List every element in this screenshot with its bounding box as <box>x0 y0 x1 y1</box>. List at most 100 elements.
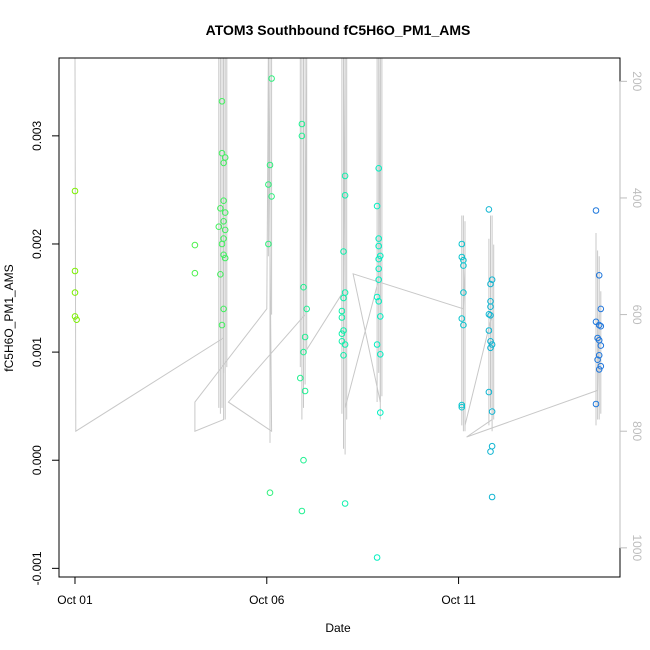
data-point <box>341 172 349 180</box>
data-point <box>217 271 224 278</box>
data-point <box>340 248 347 255</box>
data-point <box>592 400 600 408</box>
data-point <box>298 132 306 140</box>
data-point <box>220 218 227 225</box>
right-tick-label: 1000 <box>630 534 644 561</box>
y-axis-label: fC5H6O_PM1_AMS <box>2 264 16 371</box>
data-point <box>460 321 467 329</box>
data-point <box>300 348 307 356</box>
x-tick-label: Oct 06 <box>249 593 285 607</box>
data-point <box>303 305 311 313</box>
data-point <box>597 305 605 313</box>
data-point <box>218 149 226 157</box>
y-axis: -0.001 0.000 0.001 0.002 0.003 <box>30 121 60 585</box>
data-point <box>597 362 605 370</box>
data-point <box>191 241 199 249</box>
data-point <box>488 408 496 415</box>
data-point <box>220 197 227 204</box>
data-point <box>71 267 79 275</box>
data-point <box>71 313 79 320</box>
data-point <box>300 283 307 291</box>
data-point <box>597 342 605 349</box>
data-point <box>73 316 80 324</box>
y-tick-label: 0.001 <box>30 337 44 367</box>
data-point <box>594 356 601 364</box>
x-axis-label: Date <box>325 621 351 635</box>
data-point <box>338 307 346 315</box>
data-point <box>298 120 306 128</box>
data-point <box>301 387 309 395</box>
trace-layer <box>74 57 602 455</box>
data-point <box>215 223 223 230</box>
data-point <box>268 75 275 82</box>
y-tick-label: 0.000 <box>30 445 44 475</box>
data-point <box>485 327 493 334</box>
data-point <box>375 298 383 305</box>
data-point <box>377 351 384 358</box>
data-point <box>373 341 381 348</box>
data-point <box>340 327 347 334</box>
data-point <box>487 338 494 345</box>
data-point <box>595 352 603 359</box>
data-point <box>595 321 603 329</box>
data-point <box>375 255 383 263</box>
data-point <box>595 366 603 373</box>
data-point <box>377 409 384 416</box>
data-point <box>487 448 494 455</box>
data-point <box>373 202 381 210</box>
data-point <box>488 341 496 348</box>
right-tick-label: 600 <box>630 305 644 325</box>
data-point <box>221 226 229 234</box>
data-point <box>221 254 229 262</box>
data-point <box>301 333 309 341</box>
data-point <box>375 276 383 284</box>
data-point <box>595 272 603 279</box>
x-tick-label: Oct 01 <box>57 593 93 607</box>
data-point <box>265 240 272 248</box>
data-point <box>487 280 494 288</box>
data-point <box>300 456 307 464</box>
data-point <box>373 293 381 301</box>
data-point <box>341 192 349 199</box>
y-tick-label: -0.001 <box>30 551 44 585</box>
data-point <box>487 303 494 311</box>
data-point <box>488 493 496 501</box>
data-point <box>220 251 227 259</box>
data-point <box>221 209 229 216</box>
data-point <box>375 242 383 250</box>
y-tick-label: 0.003 <box>30 121 44 151</box>
data-point <box>485 388 493 396</box>
data-point <box>71 289 79 296</box>
data-point <box>377 252 384 260</box>
data-point <box>338 314 346 321</box>
data-point <box>485 206 493 213</box>
data-point <box>297 374 304 382</box>
data-point <box>341 500 349 507</box>
data-point <box>266 489 274 497</box>
data-point <box>375 165 383 172</box>
data-point <box>265 181 272 188</box>
data-point <box>191 269 199 277</box>
data-point <box>266 161 274 169</box>
data-point <box>458 403 466 411</box>
right-tick-label: 800 <box>630 421 644 441</box>
data-point <box>375 265 383 273</box>
y-tick-label: 0.002 <box>30 229 44 259</box>
data-point <box>218 321 226 329</box>
data-point <box>597 322 605 330</box>
data-point <box>458 401 466 409</box>
data-point <box>217 205 224 212</box>
data-point <box>373 554 381 561</box>
data-point <box>338 330 346 338</box>
data-point <box>377 313 384 320</box>
data-point <box>71 187 79 195</box>
data-point <box>220 305 227 313</box>
data-point <box>488 442 496 450</box>
right-tick-label: 400 <box>630 188 644 208</box>
data-point <box>487 344 494 352</box>
right-tick-label: 200 <box>630 71 644 91</box>
data-point <box>460 262 467 269</box>
data-point <box>487 312 494 319</box>
data-point <box>340 294 347 302</box>
